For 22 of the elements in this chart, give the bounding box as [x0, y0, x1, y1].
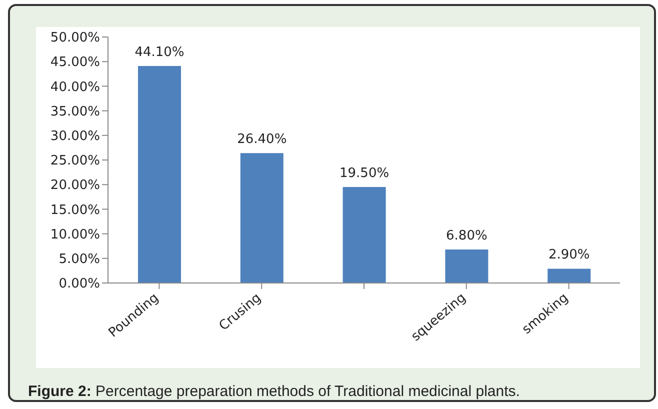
y-tick-label: 5.00%: [58, 252, 100, 268]
bar: [240, 153, 284, 283]
y-tick-label: 15.00%: [50, 202, 100, 218]
y-tick-label: 20.00%: [50, 178, 100, 194]
y-tick-label: 45.00%: [50, 55, 100, 70]
y-tick-label: 35.00%: [50, 104, 100, 120]
data-label: 2.90%: [548, 248, 590, 263]
bar: [342, 187, 386, 283]
data-label: 6.80%: [446, 228, 488, 244]
data-label: 44.10%: [134, 45, 184, 60]
y-tick-label: 0.00%: [58, 276, 100, 292]
y-tick-label: 40.00%: [50, 80, 100, 95]
bar: [138, 66, 181, 283]
data-label: 26.40%: [237, 132, 287, 148]
y-tick-label: 10.00%: [50, 227, 100, 242]
bar: [548, 268, 591, 283]
y-tick-label: 50.00%: [50, 30, 100, 46]
bar: [445, 250, 488, 283]
y-tick-label: 30.00%: [50, 129, 100, 144]
data-label: 19.50%: [340, 166, 390, 182]
y-tick-label: 25.00%: [50, 154, 100, 169]
caption: Figure 2: Percentage preparation methods of Traditional medicinal plants.: [28, 383, 520, 400]
